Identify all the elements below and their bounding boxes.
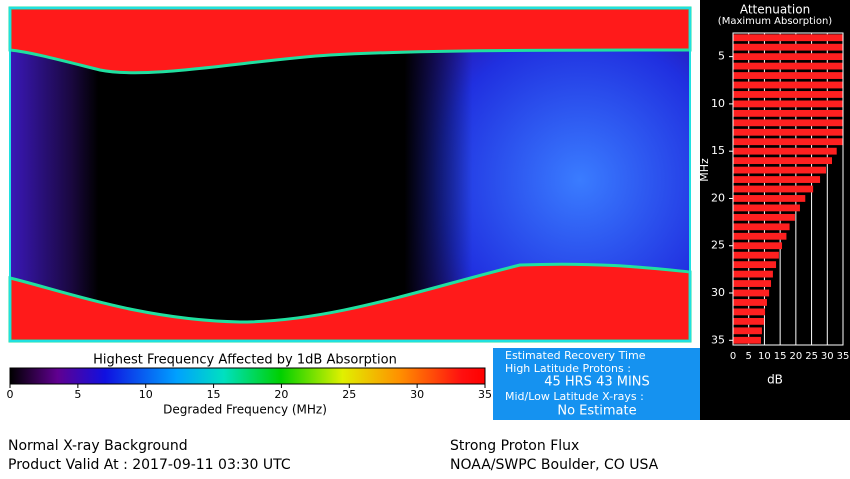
bar [733,119,843,127]
bar [733,43,843,51]
chart-subtitle: (Maximum Absorption) [718,16,832,27]
colorbar-title: Highest Frequency Affected by 1dB Absorp… [93,353,397,368]
bar [733,251,779,259]
bar [733,100,843,108]
colorbar-tick-label: 15 [207,388,221,401]
x-tick-label: 10 [758,351,771,362]
y-tick-label: 25 [711,239,725,252]
bar [733,195,806,202]
bar [733,157,832,165]
colorbar-label: Degraded Frequency (MHz) [163,403,327,417]
bar [733,91,843,98]
attenuation-chart: Attenuation (Maximum Absorption) MHz dB [698,3,832,387]
bar [733,147,837,155]
bar [733,261,777,269]
bar [733,289,770,297]
recovery-value: 45 HRS 43 MINS [544,375,650,390]
footer: Normal X-ray Background Product Valid At… [8,438,659,473]
bar [733,213,795,221]
colorbar-tick-label: 10 [139,388,153,401]
bar [733,232,787,240]
colorbar-tick-label: 5 [74,388,81,401]
map [8,6,692,343]
north-cap [8,6,692,75]
bar [733,62,843,70]
bar [733,138,843,146]
x-tick-label: 35 [837,351,850,362]
map-border [9,7,691,342]
colorbar-gradient [9,367,486,385]
bar [733,185,814,193]
y-axis-label: MHz [698,158,711,182]
y-tick-label: 15 [711,144,725,157]
bar [733,242,783,250]
bar [733,223,790,231]
proton-status: Strong Proton Flux [450,438,579,454]
x-tick-label: 30 [821,351,834,362]
colorbar-tick-label: 35 [478,388,492,401]
y-tick-label: 10 [711,97,725,110]
bar [733,317,765,325]
bar [733,308,766,316]
colorbar-tick-label: 0 [7,388,14,401]
bar [733,176,821,183]
x-tick-label: 20 [789,351,802,362]
bar [733,327,762,335]
y-tick-label: 30 [711,286,725,299]
bar [733,72,843,79]
chart-title: Attenuation [740,3,810,17]
bar [733,299,767,306]
bar [733,166,827,174]
x-tick-label: 15 [774,351,787,362]
recovery-title: Estimated Recovery Time [505,349,646,362]
x-tick-label: 5 [746,351,752,362]
colorbar-tick-label: 20 [274,388,288,401]
plot-frame [732,32,844,346]
y-tick-label: 20 [711,191,725,204]
x-tick-label: 0 [730,351,736,362]
y-tick-label: 5 [718,50,725,63]
bar [733,128,843,136]
valid-time: Product Valid At : 2017-09-11 03:30 UTC [8,457,291,473]
colorbar-tick-label: 25 [342,388,356,401]
colorbar: Highest Frequency Affected by 1dB Absorp… [9,353,486,417]
colorbar-tick-label: 30 [410,388,424,401]
bar [733,204,800,212]
recovery-box: Estimated Recovery Time High Latitude Pr… [493,348,700,420]
south-cap [8,262,692,343]
x-tick-label: 25 [805,351,818,362]
xray-status: Normal X-ray Background [8,438,188,454]
bar [733,34,843,42]
bar [733,336,761,344]
recovery-background [493,348,700,420]
bar [733,109,843,117]
bar [733,53,843,61]
bar [733,81,843,89]
y-tick-label: 35 [711,333,725,346]
recovery-line: Mid/Low Latitude X-rays : [505,390,644,403]
recovery-value: No Estimate [557,404,636,419]
bar [733,280,772,287]
source: NOAA/SWPC Boulder, CO USA [450,457,659,473]
recovery-line: High Latitude Protons : [505,362,631,375]
x-axis-label: dB [767,373,783,387]
bar [733,270,773,278]
